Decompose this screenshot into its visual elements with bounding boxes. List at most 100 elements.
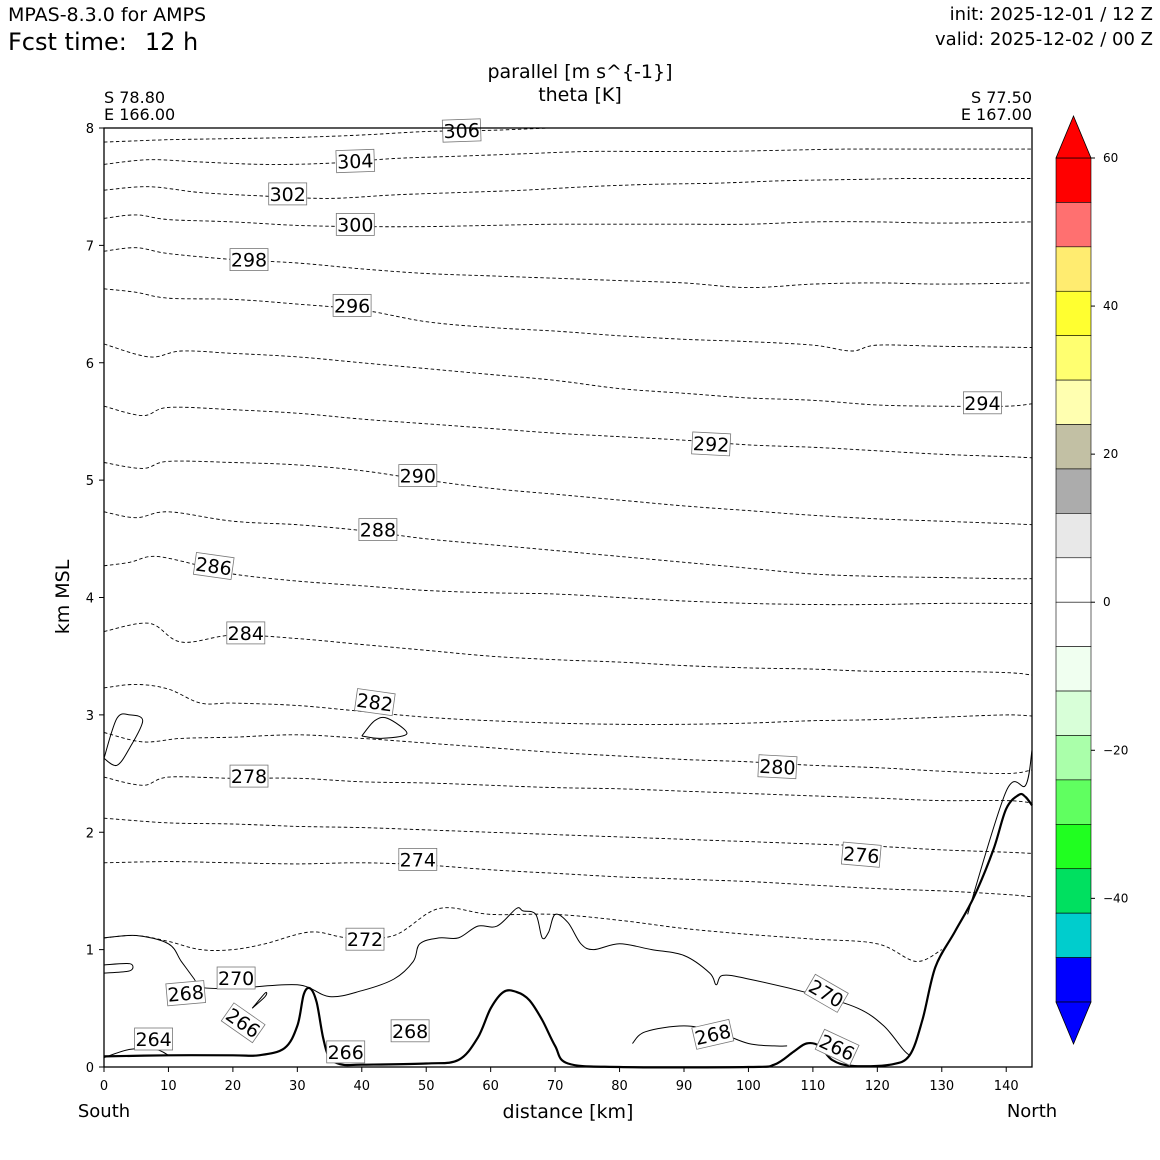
x-tick-label: 50: [418, 1079, 435, 1094]
contour-label-box: [390, 1019, 430, 1043]
contour-label-box: [358, 518, 398, 541]
contour-label-text: 268: [167, 982, 205, 1007]
parallel-zero-contour-3: [361, 716, 408, 739]
theta-line-298: [103, 247, 1033, 289]
contour-label-270: 270: [216, 966, 256, 990]
contour-label-268: 268: [691, 1018, 735, 1050]
contour-label-text: 270: [218, 968, 254, 990]
x-tick-label: 100: [736, 1079, 761, 1094]
x-tick-label: 110: [800, 1079, 825, 1094]
contour-label-box: [220, 1002, 266, 1044]
contour-label-text: 266: [328, 1042, 364, 1064]
model-title: MPAS-8.3.0 for AMPS: [8, 4, 207, 26]
x-tick-label: 40: [354, 1079, 371, 1094]
colorbar-under-arrow: [1055, 1001, 1092, 1046]
theta-line-274: [103, 861, 1033, 898]
x-tick-label: 0: [100, 1079, 108, 1094]
contour-label-text: 266: [221, 1004, 263, 1043]
x-tick-label: 130: [929, 1079, 954, 1094]
x-axis-ticks: 0 10 20 30 40 50 60 70 80 90 100 110 120 130 140: [100, 1067, 1019, 1094]
y-tick-label: 2: [86, 826, 94, 841]
colorbar: 60 40 20 0 −20 −40: [1055, 114, 1128, 1046]
contour-label-box: [134, 1027, 174, 1051]
contour-label-box: [963, 391, 1002, 415]
contour-label-text: 278: [231, 766, 267, 788]
contour-label-300: 300: [335, 212, 375, 236]
colorbar-tick-label: 0: [1103, 595, 1111, 609]
left-endpoint-lat: S 78.80: [104, 88, 165, 107]
theta-line-278: [103, 776, 1033, 804]
y-tick-label: 6: [86, 357, 94, 372]
x-tick-label: 90: [676, 1079, 693, 1094]
theta-line-300: [103, 214, 1033, 228]
contour-label-296: 296: [332, 293, 372, 317]
parallel-zero-contour-8: [967, 750, 1033, 915]
theta-line-306: [103, 127, 549, 143]
theta-line-296: [103, 288, 1033, 352]
theta-line-282: [103, 683, 1033, 725]
colorbar-tick-label: 20: [1103, 447, 1118, 461]
x-tick-label: 80: [611, 1079, 628, 1094]
contour-label-text: 280: [759, 756, 796, 780]
theta-contours: [103, 127, 1033, 962]
contour-label-text: 292: [692, 433, 729, 457]
colorbar-bin-1: [1055, 157, 1092, 203]
colorbar-bin-18: [1055, 912, 1092, 958]
contour-label-box: [332, 293, 372, 317]
theta-line-294: [103, 343, 1033, 407]
y-tick-label: 3: [86, 709, 94, 724]
contour-label-266: 266: [326, 1040, 366, 1064]
contour-label-box: [335, 148, 376, 174]
contour-label-box: [229, 248, 269, 272]
theta-line-292: [103, 405, 1033, 459]
contour-label-text: 286: [194, 554, 233, 581]
left-endpoint-lon: E 166.00: [104, 105, 175, 124]
contour-label-266: 266: [814, 1028, 860, 1066]
x-tick-label: 140: [994, 1079, 1019, 1094]
theta-line-304: [103, 148, 1032, 165]
contour-label-box: [335, 212, 375, 236]
colorbar-bin-15: [1055, 779, 1092, 825]
colorbar-bin-7: [1055, 424, 1092, 470]
contour-label-290: 290: [398, 464, 438, 488]
contour-label-box: [441, 118, 482, 143]
theta-line-286: [103, 555, 1032, 606]
contour-label-text: 290: [400, 466, 436, 488]
y-tick-label: 5: [86, 474, 94, 489]
contour-label-text: 282: [355, 690, 394, 717]
contour-label-282: 282: [354, 688, 396, 717]
colorbar-bin-11: [1055, 601, 1092, 647]
chart-title-line1: parallel [m s^{-1}]: [487, 61, 672, 83]
contour-label-text: 306: [443, 120, 480, 143]
forecast-time: Fcst time: 12 h: [8, 28, 198, 56]
x-tick-label: 30: [289, 1079, 306, 1094]
contour-label-box: [326, 1040, 366, 1064]
contour-label-text: 274: [400, 849, 436, 871]
contour-label-box: [165, 980, 207, 1007]
contour-label-298: 298: [229, 248, 269, 272]
contour-label-text: 284: [228, 623, 264, 645]
colorbar-bin-14: [1055, 735, 1092, 781]
contour-label-box: [398, 848, 438, 871]
contour-label-box: [814, 1028, 860, 1066]
contour-label-278: 278: [229, 764, 269, 788]
north-direction-label: North: [1007, 1101, 1057, 1122]
contour-label-box: [354, 688, 396, 717]
colorbar-bin-12: [1055, 646, 1092, 692]
y-tick-label: 8: [86, 122, 94, 137]
right-endpoint-lat: S 77.50: [971, 88, 1032, 107]
contour-label-292: 292: [691, 431, 732, 457]
contour-label-box: [192, 552, 235, 580]
contour-label-272: 272: [345, 927, 385, 951]
colorbar-bin-6: [1055, 379, 1092, 425]
x-tick-label: 20: [225, 1079, 242, 1094]
y-tick-label: 4: [86, 592, 94, 607]
contour-label-text: 264: [135, 1029, 171, 1051]
right-endpoint-lon: E 167.00: [961, 105, 1032, 124]
contour-label-box: [840, 841, 882, 868]
colorbar-bin-16: [1055, 824, 1092, 870]
contour-label-294: 294: [963, 391, 1002, 415]
theta-line-288: [103, 511, 1033, 580]
y-tick-label: 0: [86, 1061, 94, 1076]
